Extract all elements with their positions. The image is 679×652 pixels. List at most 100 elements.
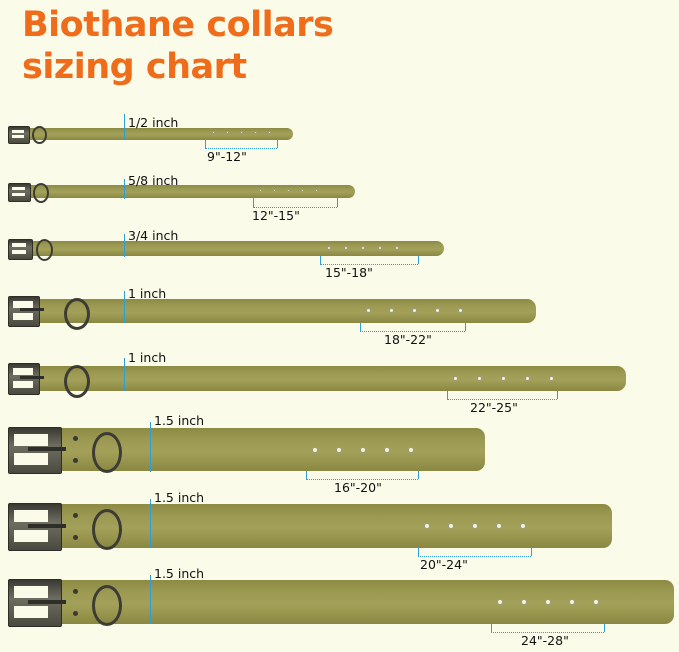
adjustment-hole — [336, 447, 342, 453]
width-caliper-line — [150, 499, 151, 548]
length-caliper-line — [360, 331, 465, 332]
width-label: 1 inch — [128, 350, 167, 365]
adjustment-hole — [344, 246, 348, 250]
length-label: 18"-22" — [384, 332, 432, 347]
width-caliper-line — [150, 422, 151, 472]
length-caliper-line — [205, 148, 277, 149]
length-label: 22"-25" — [470, 400, 518, 415]
buckle-opening — [14, 453, 48, 465]
adjustment-hole — [458, 308, 463, 313]
adjustment-hole — [408, 447, 414, 453]
length-caliper-tick — [465, 323, 466, 331]
d-ring — [92, 585, 122, 626]
length-label: 24"-28" — [521, 633, 569, 648]
rivet — [73, 589, 78, 594]
length-label: 16"-20" — [334, 480, 382, 495]
adjustment-hole — [496, 523, 502, 529]
length-caliper-tick — [320, 256, 321, 264]
length-caliper-tick — [418, 548, 419, 556]
length-caliper-tick — [491, 624, 492, 632]
length-label: 9"-12" — [207, 149, 247, 164]
buckle-opening — [13, 368, 33, 375]
d-ring — [64, 365, 90, 398]
adjustment-hole — [545, 599, 551, 605]
length-caliper-tick — [337, 198, 338, 207]
buckle-opening — [12, 250, 26, 254]
collar-strap — [30, 241, 444, 256]
adjustment-hole — [424, 523, 430, 529]
length-caliper-line — [306, 479, 418, 480]
collar-strap — [28, 185, 355, 198]
adjustment-hole — [240, 131, 243, 134]
buckle-opening — [13, 313, 33, 320]
width-label: 5/8 inch — [128, 173, 179, 188]
length-caliper-tick — [306, 471, 307, 479]
length-caliper-tick — [253, 198, 254, 207]
d-ring — [64, 298, 90, 330]
buckle-opening — [14, 434, 48, 446]
buckle-opening — [12, 135, 24, 138]
title-line-1: Biothane collars — [22, 5, 334, 45]
length-caliper-tick — [418, 471, 419, 479]
adjustment-hole — [472, 523, 478, 529]
length-caliper-tick — [205, 140, 206, 148]
rivet — [73, 611, 78, 616]
adjustment-hole — [525, 376, 530, 381]
adjustment-hole — [593, 599, 599, 605]
length-caliper-tick — [447, 391, 448, 399]
length-label: 15"-18" — [325, 265, 373, 280]
buckle-opening — [13, 301, 33, 308]
adjustment-hole — [501, 376, 506, 381]
width-label: 1.5 inch — [154, 566, 205, 581]
buckle-opening — [14, 586, 48, 598]
adjustment-hole — [361, 246, 365, 250]
adjustment-hole — [569, 599, 575, 605]
width-label: 3/4 inch — [128, 228, 179, 243]
length-caliper-line — [491, 632, 604, 633]
length-label: 12"-15" — [252, 208, 300, 223]
d-ring — [92, 509, 122, 550]
buckle-opening — [14, 530, 48, 542]
collar-strap — [60, 580, 674, 624]
width-label: 1/2 inch — [128, 115, 179, 130]
buckle-opening — [12, 193, 25, 196]
width-caliper-line — [124, 179, 125, 199]
buckle-prong — [20, 308, 44, 311]
adjustment-hole — [287, 189, 290, 192]
d-ring — [92, 432, 122, 473]
d-ring — [33, 183, 49, 203]
rivet — [73, 513, 78, 518]
buckle-opening — [12, 187, 25, 190]
adjustment-hole — [273, 189, 276, 192]
buckle-opening — [14, 510, 48, 522]
adjustment-hole — [327, 246, 331, 250]
width-label: 1.5 inch — [154, 490, 205, 505]
d-ring — [32, 126, 47, 144]
adjustment-hole — [448, 523, 454, 529]
length-caliper-tick — [277, 140, 278, 148]
rivet — [73, 458, 78, 463]
adjustment-hole — [366, 308, 371, 313]
adjustment-hole — [497, 599, 503, 605]
collar-strap — [60, 504, 612, 548]
width-caliper-line — [124, 234, 125, 257]
width-caliper-line — [124, 291, 125, 323]
adjustment-hole — [212, 131, 215, 134]
width-label: 1 inch — [128, 286, 167, 301]
rivet — [73, 535, 78, 540]
d-ring — [36, 239, 53, 261]
adjustment-hole — [477, 376, 482, 381]
adjustment-hole — [384, 447, 390, 453]
buckle-opening — [12, 243, 26, 247]
adjustment-hole — [254, 131, 257, 134]
adjustment-hole — [435, 308, 440, 313]
adjustment-hole — [268, 131, 271, 134]
adjustment-hole — [378, 246, 382, 250]
length-caliper-line — [447, 399, 557, 400]
buckle-prong — [28, 524, 66, 528]
adjustment-hole — [301, 189, 304, 192]
buckle-prong — [20, 376, 44, 379]
adjustment-hole — [226, 131, 229, 134]
adjustment-hole — [315, 189, 318, 192]
